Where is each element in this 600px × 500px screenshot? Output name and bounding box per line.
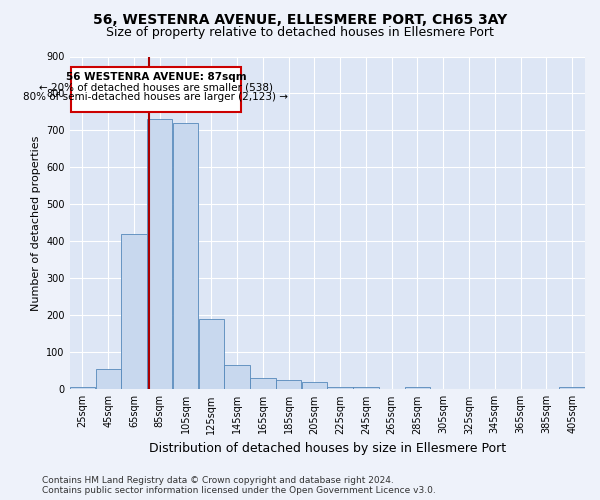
FancyBboxPatch shape [71,67,241,112]
Text: ← 20% of detached houses are smaller (538): ← 20% of detached houses are smaller (53… [39,82,273,92]
Bar [276,380,301,390]
Bar [224,366,250,390]
Bar [147,120,172,390]
Text: Size of property relative to detached houses in Ellesmere Port: Size of property relative to detached ho… [106,26,494,39]
Bar [70,388,95,390]
Bar [199,319,224,390]
Bar [121,234,147,390]
Bar [559,388,585,390]
Text: 80% of semi-detached houses are larger (2,123) →: 80% of semi-detached houses are larger (… [23,92,289,102]
Text: Contains HM Land Registry data © Crown copyright and database right 2024.
Contai: Contains HM Land Registry data © Crown c… [42,476,436,495]
Y-axis label: Number of detached properties: Number of detached properties [31,135,41,310]
Bar [353,388,379,390]
Bar [95,369,121,390]
Bar [173,123,198,390]
Text: 56, WESTENRA AVENUE, ELLESMERE PORT, CH65 3AY: 56, WESTENRA AVENUE, ELLESMERE PORT, CH6… [93,12,507,26]
Bar [302,382,327,390]
Text: 56 WESTENRA AVENUE: 87sqm: 56 WESTENRA AVENUE: 87sqm [65,72,246,83]
X-axis label: Distribution of detached houses by size in Ellesmere Port: Distribution of detached houses by size … [149,442,506,455]
Bar [405,388,430,390]
Bar [250,378,275,390]
Bar [328,388,353,390]
